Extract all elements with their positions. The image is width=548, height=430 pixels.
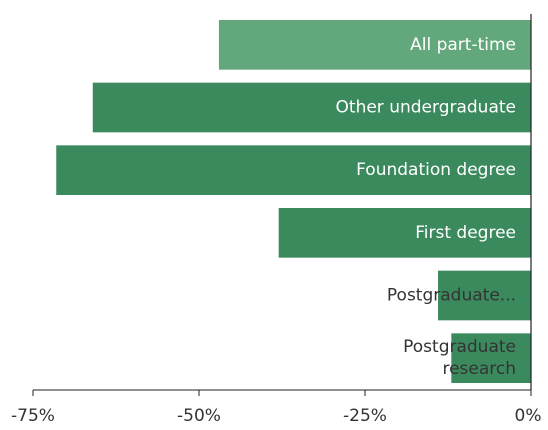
x-tick-label: -50%: [177, 406, 221, 426]
bar: [278, 208, 531, 258]
x-tick-label: -25%: [343, 406, 387, 426]
x-tick-label: -75%: [11, 406, 55, 426]
bar-label: Other undergraduate: [336, 98, 516, 118]
bar: [451, 333, 531, 383]
bar: [92, 82, 531, 133]
bar-label: Postgraduate research: [403, 337, 516, 379]
x-tick-label: 0%: [515, 406, 542, 426]
bar: [218, 20, 532, 70]
bar: [56, 145, 532, 195]
bar: [438, 270, 531, 321]
bar-label: Foundation degree: [356, 160, 516, 180]
bar-label: All part-time: [410, 35, 516, 55]
bar-label: Postgraduate...: [387, 286, 516, 306]
bar-label: First degree: [415, 223, 516, 243]
